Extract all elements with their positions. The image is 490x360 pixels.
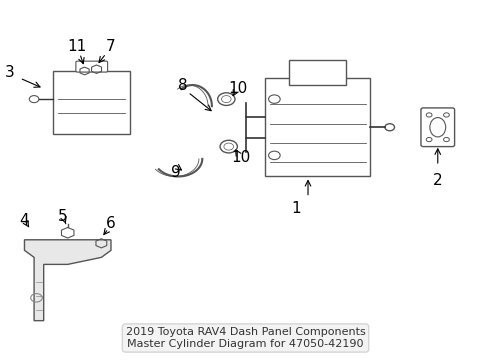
Ellipse shape (430, 118, 446, 137)
Polygon shape (24, 240, 111, 321)
Text: 7: 7 (106, 39, 116, 54)
Text: 5: 5 (58, 210, 68, 224)
FancyBboxPatch shape (53, 71, 130, 134)
Text: 1: 1 (291, 201, 301, 216)
Text: 8: 8 (178, 77, 188, 93)
FancyBboxPatch shape (76, 61, 108, 72)
FancyBboxPatch shape (421, 108, 455, 147)
Text: 9: 9 (171, 166, 181, 180)
FancyBboxPatch shape (265, 78, 370, 176)
FancyBboxPatch shape (289, 60, 346, 85)
Text: 2: 2 (433, 173, 442, 188)
Text: 10: 10 (231, 150, 250, 165)
Text: 11: 11 (68, 39, 87, 54)
Text: 6: 6 (106, 216, 116, 231)
Text: 4: 4 (20, 213, 29, 228)
Text: 2019 Toyota RAV4 Dash Panel Components
Master Cylinder Diagram for 47050-42190: 2019 Toyota RAV4 Dash Panel Components M… (125, 327, 366, 349)
Text: 3: 3 (5, 65, 15, 80)
Text: 10: 10 (229, 81, 248, 96)
